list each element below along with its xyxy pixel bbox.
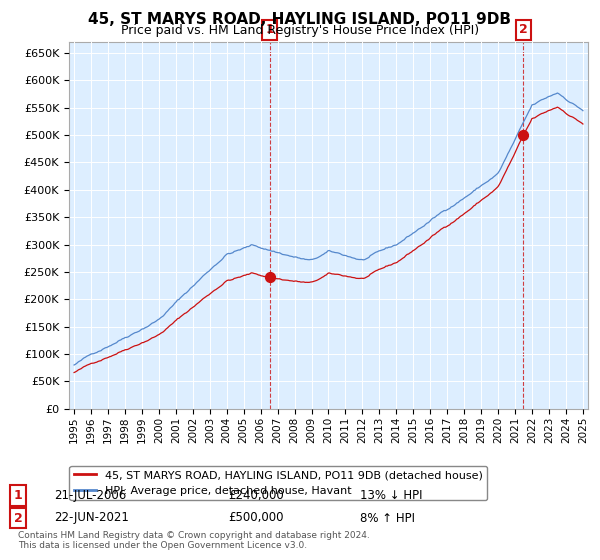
Text: Contains HM Land Registry data © Crown copyright and database right 2024.
This d: Contains HM Land Registry data © Crown c…: [18, 530, 370, 550]
Text: 22-JUN-2021: 22-JUN-2021: [54, 511, 129, 525]
Legend: 45, ST MARYS ROAD, HAYLING ISLAND, PO11 9DB (detached house), HPI: Average price: 45, ST MARYS ROAD, HAYLING ISLAND, PO11 …: [70, 466, 487, 500]
Point: [518, 130, 528, 139]
Text: 1: 1: [14, 489, 22, 502]
Text: 13% ↓ HPI: 13% ↓ HPI: [360, 489, 422, 502]
Text: 2: 2: [14, 511, 22, 525]
Text: 21-JUL-2006: 21-JUL-2006: [54, 489, 126, 502]
Point: [265, 273, 275, 282]
Text: Price paid vs. HM Land Registry's House Price Index (HPI): Price paid vs. HM Land Registry's House …: [121, 24, 479, 36]
Text: 2: 2: [518, 24, 527, 36]
Text: 8% ↑ HPI: 8% ↑ HPI: [360, 511, 415, 525]
Text: 45, ST MARYS ROAD, HAYLING ISLAND, PO11 9DB: 45, ST MARYS ROAD, HAYLING ISLAND, PO11 …: [89, 12, 511, 27]
Text: £240,000: £240,000: [228, 489, 284, 502]
Text: 1: 1: [266, 24, 274, 36]
Text: £500,000: £500,000: [228, 511, 284, 525]
